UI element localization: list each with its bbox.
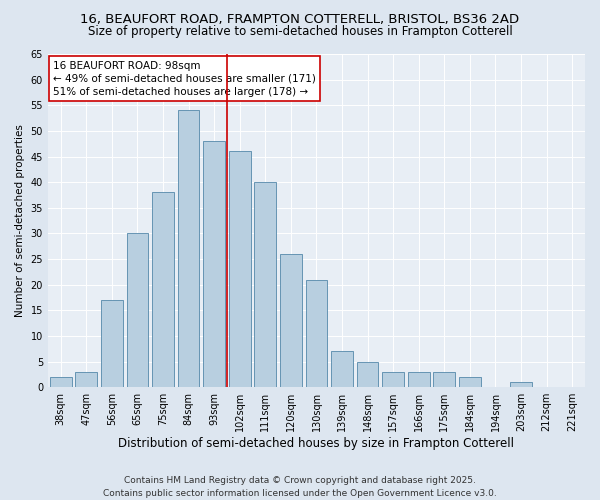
- X-axis label: Distribution of semi-detached houses by size in Frampton Cotterell: Distribution of semi-detached houses by …: [118, 437, 514, 450]
- Bar: [510, 382, 532, 387]
- Text: 16 BEAUFORT ROAD: 98sqm
← 49% of semi-detached houses are smaller (171)
51% of s: 16 BEAUFORT ROAD: 98sqm ← 49% of semi-de…: [53, 60, 316, 97]
- Bar: [152, 192, 174, 387]
- Bar: [178, 110, 199, 387]
- Bar: [280, 254, 302, 387]
- Bar: [127, 234, 148, 387]
- Bar: [203, 141, 225, 387]
- Text: 16, BEAUFORT ROAD, FRAMPTON COTTERELL, BRISTOL, BS36 2AD: 16, BEAUFORT ROAD, FRAMPTON COTTERELL, B…: [80, 12, 520, 26]
- Bar: [101, 300, 123, 387]
- Bar: [50, 377, 71, 387]
- Bar: [357, 362, 379, 387]
- Text: Size of property relative to semi-detached houses in Frampton Cotterell: Size of property relative to semi-detach…: [88, 25, 512, 38]
- Bar: [459, 377, 481, 387]
- Bar: [229, 152, 251, 387]
- Bar: [433, 372, 455, 387]
- Bar: [382, 372, 404, 387]
- Bar: [254, 182, 276, 387]
- Text: Contains HM Land Registry data © Crown copyright and database right 2025.
Contai: Contains HM Land Registry data © Crown c…: [103, 476, 497, 498]
- Bar: [305, 280, 328, 387]
- Bar: [331, 352, 353, 387]
- Bar: [76, 372, 97, 387]
- Y-axis label: Number of semi-detached properties: Number of semi-detached properties: [15, 124, 25, 317]
- Bar: [408, 372, 430, 387]
